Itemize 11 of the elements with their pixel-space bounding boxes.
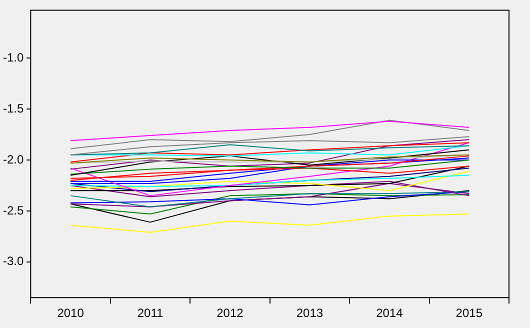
x-tick-label: 2013	[296, 306, 324, 320]
x-tick-label: 2011	[137, 306, 164, 320]
y-tick-label: -2.0	[2, 152, 24, 166]
y-tick-label: -3.0	[2, 254, 24, 268]
x-tick-label: 2010	[57, 306, 84, 320]
x-tick-label: 2015	[456, 306, 483, 320]
x-tick-label: 2012	[216, 306, 244, 320]
x-tick-label: 2014	[376, 306, 404, 320]
y-tick-label: -2.5	[2, 203, 24, 218]
y-tick-label: -1.0	[2, 50, 24, 64]
y-tick-label: -1.5	[2, 101, 24, 116]
